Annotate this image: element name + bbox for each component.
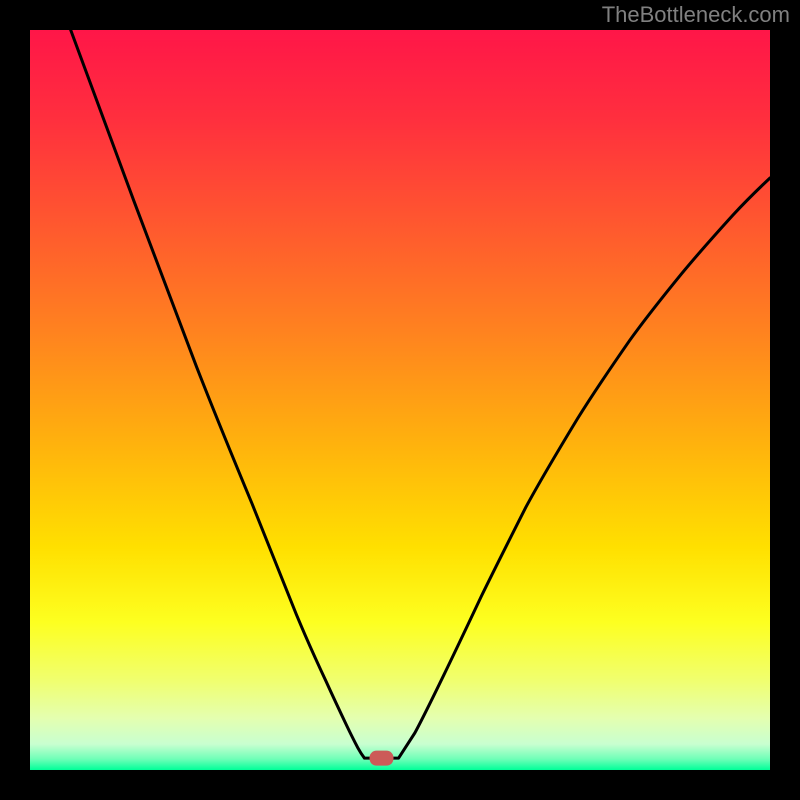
optimal-point-marker	[370, 751, 394, 766]
chart-frame: TheBottleneck.com	[0, 0, 800, 800]
bottleneck-curve-chart	[0, 0, 800, 800]
plot-background-gradient	[30, 30, 770, 770]
watermark-text: TheBottleneck.com	[602, 2, 790, 28]
